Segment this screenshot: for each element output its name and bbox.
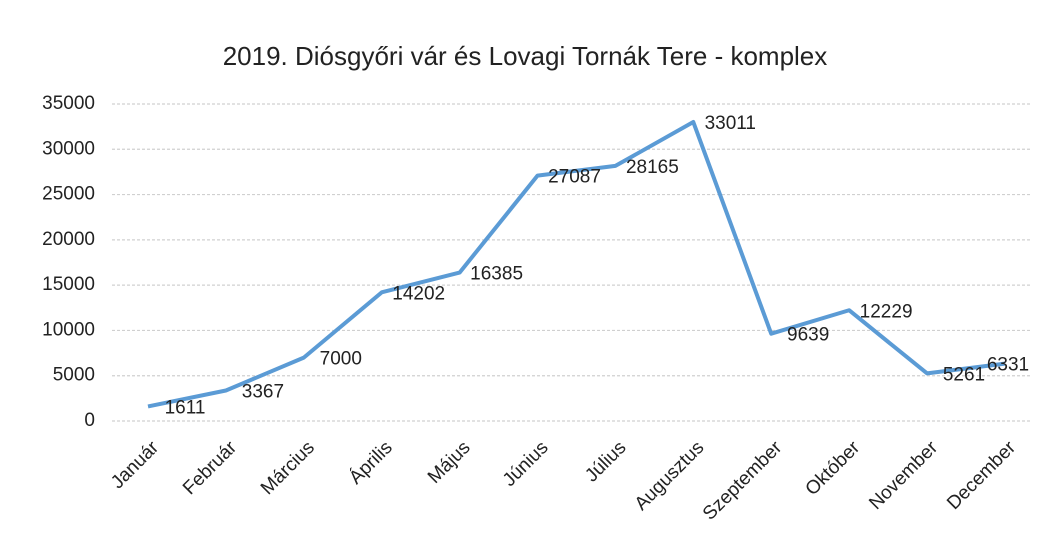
y-tick-label: 5000 bbox=[53, 365, 95, 386]
data-label: 3367 bbox=[242, 382, 284, 403]
data-label: 1611 bbox=[165, 397, 206, 418]
y-tick-label: 0 bbox=[84, 410, 95, 431]
x-tick-label: Január bbox=[107, 437, 163, 493]
x-tick-label: Július bbox=[581, 437, 630, 486]
data-label: 27087 bbox=[548, 167, 601, 188]
y-tick-label: 25000 bbox=[42, 184, 95, 205]
x-tick-label: Március bbox=[257, 437, 319, 499]
x-tick-label: December bbox=[943, 437, 1020, 514]
x-tick-label: Október bbox=[802, 437, 865, 500]
data-label: 7000 bbox=[320, 349, 362, 370]
line bbox=[147, 120, 1006, 409]
y-tick-label: 35000 bbox=[42, 93, 95, 114]
data-label: 16385 bbox=[470, 264, 523, 285]
data-label: 6331 bbox=[987, 355, 1029, 376]
y-tick-label: 30000 bbox=[42, 138, 95, 159]
data-label: 9639 bbox=[787, 325, 829, 346]
y-tick-label: 20000 bbox=[42, 229, 95, 250]
x-tick-label: Augusztus bbox=[631, 437, 709, 515]
x-tick-label: November bbox=[865, 437, 942, 514]
data-label: 14202 bbox=[392, 283, 445, 304]
data-label: 33011 bbox=[705, 113, 756, 134]
x-tick-label: Május bbox=[424, 437, 475, 488]
data-label: 5261 bbox=[943, 364, 985, 385]
x-tick-label: Február bbox=[179, 437, 241, 499]
x-tick-label: Április bbox=[345, 437, 396, 488]
y-tick-label: 10000 bbox=[42, 319, 95, 340]
x-tick-label: Szeptember bbox=[699, 437, 787, 525]
data-label: 28165 bbox=[626, 157, 679, 178]
y-tick-label: 15000 bbox=[42, 274, 95, 295]
chart-title: 2019. Diósgyőri vár és Lovagi Tornák Ter… bbox=[223, 41, 828, 71]
x-tick-label: Június bbox=[499, 437, 553, 491]
data-label: 12229 bbox=[860, 301, 913, 322]
